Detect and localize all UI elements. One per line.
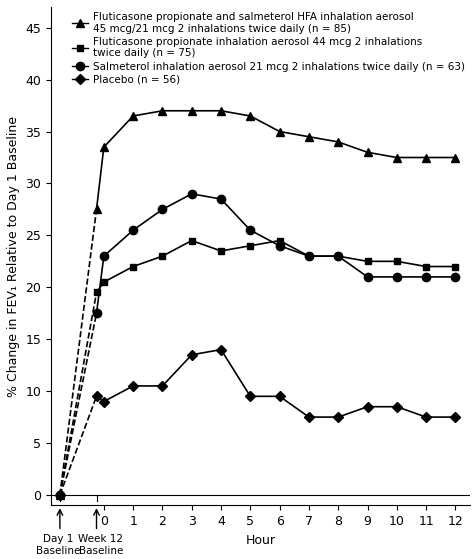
Text: Week 12
Baseline: Week 12 Baseline (78, 534, 123, 556)
Legend: Fluticasone propionate and salmeterol HFA inhalation aerosol
45 mcg/21 mcg 2 inh: Fluticasone propionate and salmeterol HF… (72, 12, 464, 85)
X-axis label: Hour: Hour (245, 534, 275, 547)
Y-axis label: % Change in FEV₁ Relative to Day 1 Baseline: % Change in FEV₁ Relative to Day 1 Basel… (7, 116, 20, 397)
Text: Day 1
Baseline: Day 1 Baseline (36, 534, 80, 556)
